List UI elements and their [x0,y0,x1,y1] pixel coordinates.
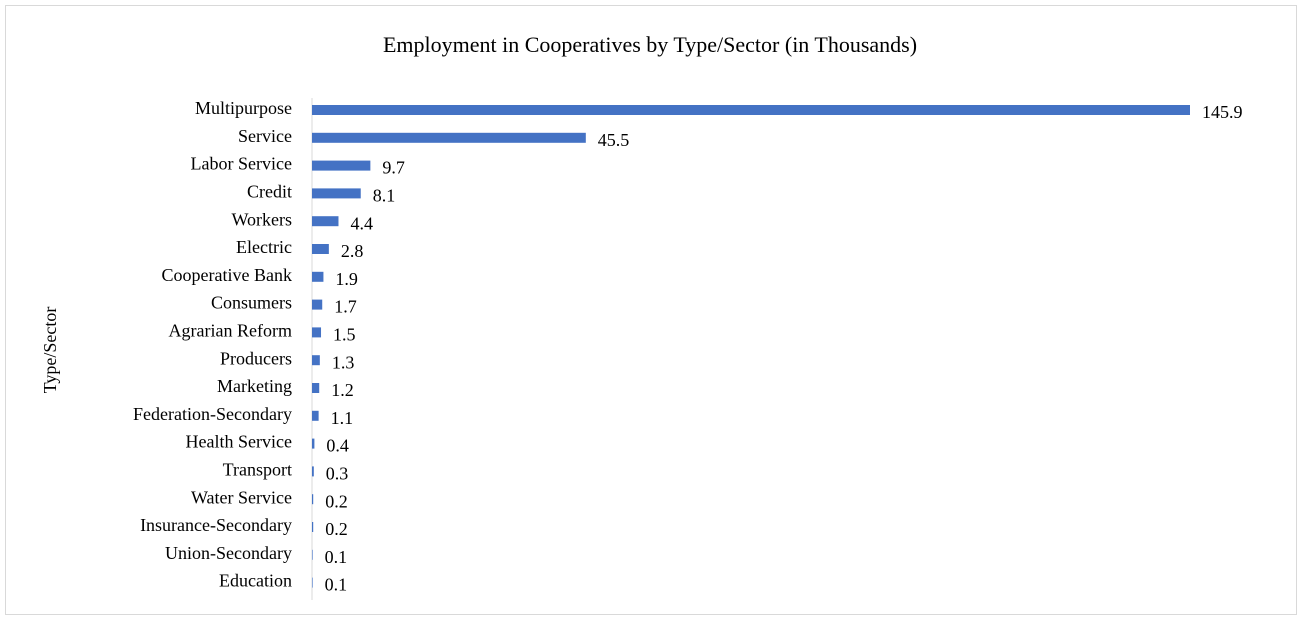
data-label: 1.7 [334,297,357,317]
bar [312,327,322,338]
data-label: 1.3 [332,352,355,372]
bar [312,271,324,282]
y-tick-label: Marketing [217,376,292,396]
data-label: 0.1 [325,547,348,567]
y-tick-label: Workers [231,209,292,229]
y-tick-label: Union-Secondary [165,543,292,563]
data-label: 0.2 [325,519,348,539]
data-label: 9.7 [382,158,405,178]
data-label: 1.5 [333,325,356,345]
data-label: 1.9 [335,269,358,289]
data-label: 45.5 [598,130,630,150]
y-tick-label: Insurance-Secondary [140,515,292,535]
bar [312,522,314,532]
data-label: 1.1 [331,408,354,428]
data-label: 0.4 [326,436,349,456]
y-tick-label: Producers [220,348,292,368]
bar [312,188,361,199]
data-label: 4.4 [350,213,373,233]
bar [312,244,329,254]
y-tick-label: Electric [236,237,292,257]
chart-title: Employment in Cooperatives by Type/Secto… [383,32,917,57]
bar [312,216,339,227]
data-label: 145.9 [1202,102,1243,122]
y-tick-label: Cooperative Bank [162,265,292,285]
bar [312,160,371,171]
bar [312,355,320,366]
y-axis-title: Type/Sector [40,307,60,394]
bar [312,410,319,421]
data-label: 8.1 [373,186,396,206]
data-label: 2.8 [341,241,364,261]
y-tick-label: Federation-Secondary [133,404,292,424]
bar [312,494,314,505]
y-tick-label: Transport [223,460,292,480]
bar [312,105,1190,115]
y-tick-label: Labor Service [191,154,292,174]
bar [312,438,315,449]
data-label: 0.3 [326,464,349,484]
bar [312,132,586,143]
y-tick-label: Health Service [186,432,292,452]
data-label: 0.2 [325,491,348,511]
y-tick-label: Multipurpose [195,98,292,118]
y-tick-label: Service [238,126,292,146]
y-tick-label: Credit [247,182,292,202]
data-label: 1.2 [331,380,354,400]
bar [312,577,313,588]
y-tick-label: Consumers [211,293,292,313]
y-tick-label: Water Service [191,487,292,507]
bar [312,466,314,477]
bar [312,383,320,393]
bar [312,549,313,560]
y-tick-label: Agrarian Reform [169,321,292,341]
bar [312,299,323,310]
data-label: 0.1 [325,575,348,595]
y-tick-label: Education [219,571,292,591]
